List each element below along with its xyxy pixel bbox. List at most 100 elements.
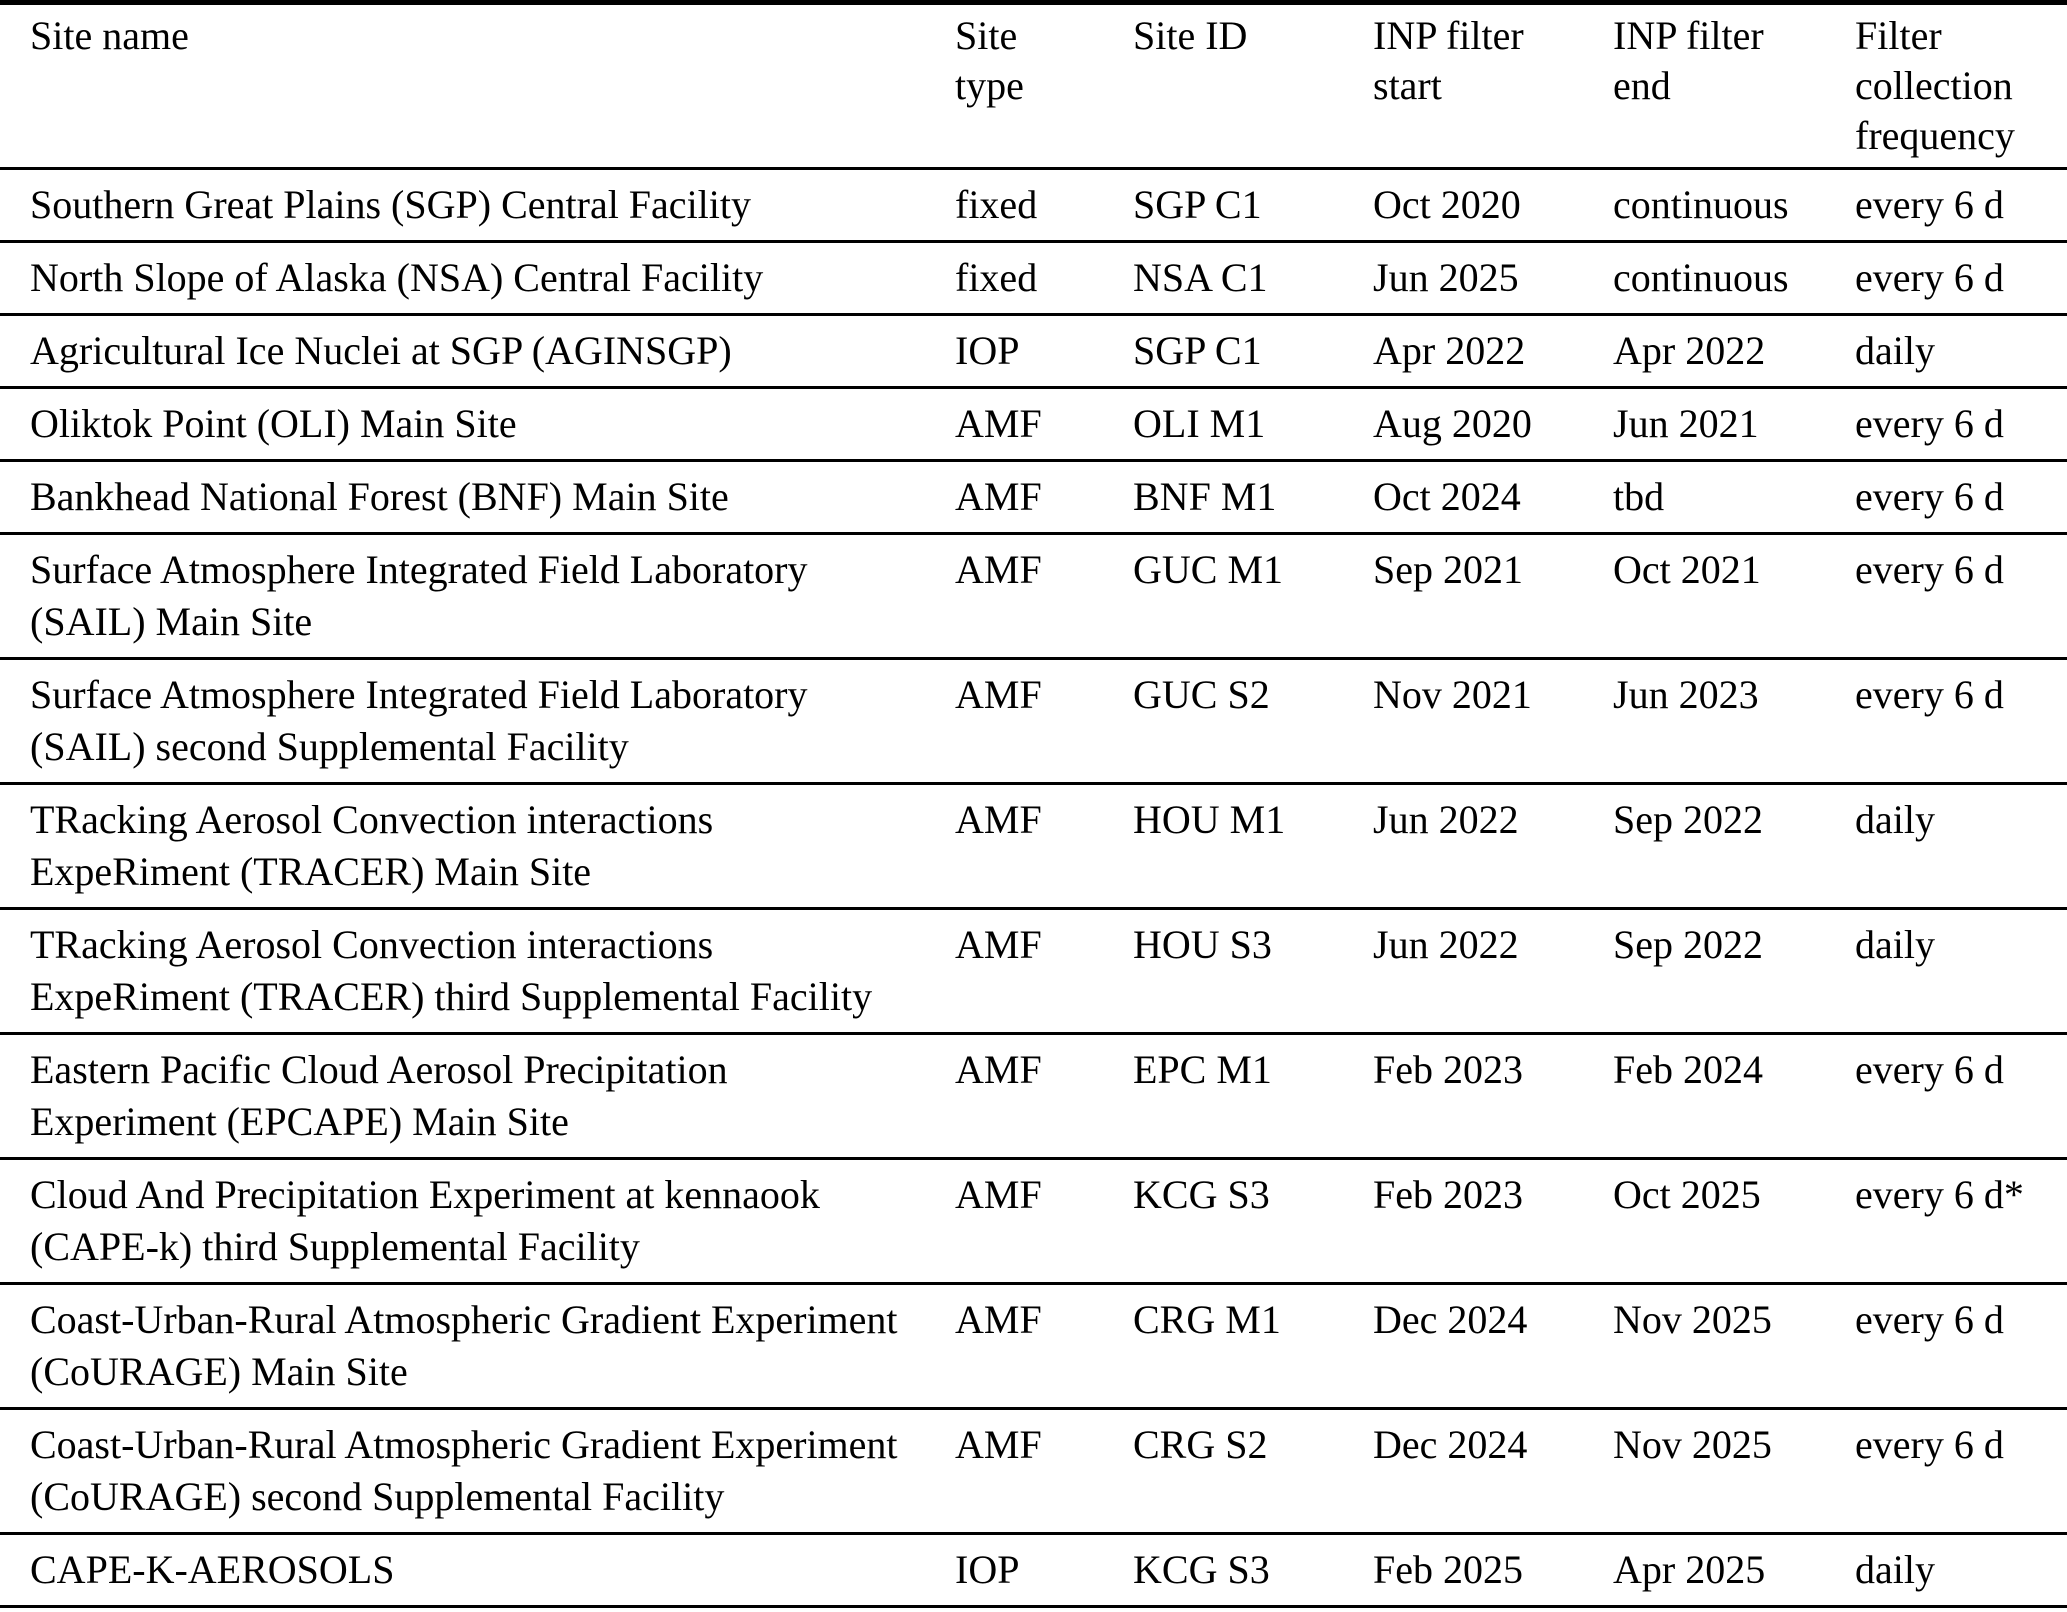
- cell-inp-filter-end: continuous: [1613, 241, 1855, 316]
- cell-inp-filter-start: Feb 2023: [1373, 1033, 1613, 1160]
- table-header: Site name Site type Site ID INP filter s…: [0, 0, 2067, 170]
- table-row: Coast-Urban-Rural Atmospheric Gradient E…: [0, 1408, 2067, 1535]
- cell-inp-filter-start: Dec 2024: [1373, 1408, 1613, 1535]
- cell-site-id: KCG S3: [1133, 1533, 1373, 1608]
- cell-inp-filter-end: continuous: [1613, 168, 1855, 243]
- cell-site-type: fixed: [955, 241, 1133, 316]
- cell-site-name: Surface Atmosphere Integrated Field Labo…: [0, 533, 955, 660]
- cell-filter-collection-frequency: every 6 d: [1855, 1283, 2067, 1410]
- cell-filter-collection-frequency: every 6 d: [1855, 387, 2067, 462]
- cell-inp-filter-start: Oct 2020: [1373, 168, 1613, 243]
- cell-site-type: IOP: [955, 314, 1133, 389]
- cell-site-id: NSA C1: [1133, 241, 1373, 316]
- table-row: Coast-Urban-Rural Atmospheric Gradient E…: [0, 1283, 2067, 1410]
- cell-site-type: AMF: [955, 1408, 1133, 1535]
- header-site-id: Site ID: [1133, 0, 1373, 170]
- cell-inp-filter-end: Sep 2022: [1613, 908, 1855, 1035]
- table-row: Agricultural Ice Nuclei at SGP (AGINSGP)…: [0, 314, 2067, 389]
- cell-inp-filter-end: Nov 2025: [1613, 1283, 1855, 1410]
- cell-site-id: CRG M1: [1133, 1283, 1373, 1410]
- table-row: Bankhead National Forest (BNF) Main Site…: [0, 460, 2067, 535]
- cell-filter-collection-frequency: every 6 d: [1855, 460, 2067, 535]
- cell-inp-filter-end: Oct 2021: [1613, 533, 1855, 660]
- cell-site-id: HOU M1: [1133, 783, 1373, 910]
- cell-site-id: GUC S2: [1133, 658, 1373, 785]
- table-row: Oliktok Point (OLI) Main Site AMF OLI M1 Au…: [0, 387, 2067, 462]
- header-filter-collection-frequency: Filter collection frequency: [1855, 0, 2067, 170]
- cell-site-type: AMF: [955, 658, 1133, 785]
- cell-filter-collection-frequency: every 6 d*: [1855, 1158, 2067, 1285]
- cell-inp-filter-start: Nov 2021: [1373, 658, 1613, 785]
- cell-filter-collection-frequency: daily: [1855, 783, 2067, 910]
- cell-inp-filter-start: Jun 2022: [1373, 908, 1613, 1035]
- cell-site-type: AMF: [955, 1158, 1133, 1285]
- header-site-name: Site name: [0, 0, 955, 170]
- table-row: TRacking Aerosol Convection interactions…: [0, 783, 2067, 910]
- header-site-type: Site type: [955, 0, 1133, 170]
- cell-site-type: AMF: [955, 908, 1133, 1035]
- cell-inp-filter-start: Apr 2022: [1373, 314, 1613, 389]
- cell-site-name: TRacking Aerosol Convection interactions…: [0, 783, 955, 910]
- cell-site-name: Eastern Pacific Cloud Aerosol Precipitat…: [0, 1033, 955, 1160]
- cell-inp-filter-start: Aug 2020: [1373, 387, 1613, 462]
- cell-site-name: Coast-Urban-Rural Atmospheric Gradient E…: [0, 1408, 955, 1535]
- table-row: Cloud And Precipitation Experiment at ke…: [0, 1158, 2067, 1285]
- cell-site-name: North Slope of Alaska (NSA) Central Faci…: [0, 241, 955, 316]
- table-row: Surface Atmosphere Integrated Field Labo…: [0, 658, 2067, 785]
- cell-inp-filter-start: Sep 2021: [1373, 533, 1613, 660]
- cell-site-name: Southern Great Plains (SGP) Central Faci…: [0, 168, 955, 243]
- cell-site-type: IOP: [955, 1533, 1133, 1608]
- cell-filter-collection-frequency: every 6 d: [1855, 1033, 2067, 1160]
- cell-site-id: CRG S2: [1133, 1408, 1373, 1535]
- cell-site-name: TRacking Aerosol Convection interactions…: [0, 908, 955, 1035]
- cell-site-name: Coast-Urban-Rural Atmospheric Gradient E…: [0, 1283, 955, 1410]
- cell-inp-filter-end: Oct 2025: [1613, 1158, 1855, 1285]
- cell-site-type: AMF: [955, 1033, 1133, 1160]
- cell-site-name: Bankhead National Forest (BNF) Main Site: [0, 460, 955, 535]
- table-row: Eastern Pacific Cloud Aerosol Precipitat…: [0, 1033, 2067, 1160]
- cell-site-id: SGP C1: [1133, 314, 1373, 389]
- cell-inp-filter-end: tbd: [1613, 460, 1855, 535]
- cell-inp-filter-start: Dec 2024: [1373, 1283, 1613, 1410]
- cell-inp-filter-end: Jun 2023: [1613, 658, 1855, 785]
- cell-filter-collection-frequency: daily: [1855, 1533, 2067, 1608]
- cell-site-id: EPC M1: [1133, 1033, 1373, 1160]
- cell-inp-filter-start: Oct 2024: [1373, 460, 1613, 535]
- table-row: CAPE-K-AEROSOLS IOP KCG S3 Feb 2025 Apr 2025…: [0, 1533, 2067, 1608]
- cell-inp-filter-end: Jun 2021: [1613, 387, 1855, 462]
- cell-site-name: Agricultural Ice Nuclei at SGP (AGINSGP): [0, 314, 955, 389]
- cell-site-name: CAPE-K-AEROSOLS: [0, 1533, 955, 1608]
- table-row: Southern Great Plains (SGP) Central Faci…: [0, 168, 2067, 243]
- cell-site-id: KCG S3: [1133, 1158, 1373, 1285]
- cell-inp-filter-start: Jun 2025: [1373, 241, 1613, 316]
- table-body: Southern Great Plains (SGP) Central Faci…: [0, 168, 2067, 1608]
- cell-filter-collection-frequency: every 6 d: [1855, 533, 2067, 660]
- cell-site-type: fixed: [955, 168, 1133, 243]
- cell-site-type: AMF: [955, 387, 1133, 462]
- cell-site-name: Surface Atmosphere Integrated Field Labo…: [0, 658, 955, 785]
- cell-site-id: GUC M1: [1133, 533, 1373, 660]
- cell-inp-filter-end: Sep 2022: [1613, 783, 1855, 910]
- cell-site-name: Cloud And Precipitation Experiment at ke…: [0, 1158, 955, 1285]
- cell-site-type: AMF: [955, 460, 1133, 535]
- cell-filter-collection-frequency: every 6 d: [1855, 1408, 2067, 1535]
- header-inp-filter-end: INP filter end: [1613, 0, 1855, 170]
- cell-inp-filter-end: Nov 2025: [1613, 1408, 1855, 1535]
- header-inp-filter-start: INP filter start: [1373, 0, 1613, 170]
- cell-site-id: OLI M1: [1133, 387, 1373, 462]
- table-row: TRacking Aerosol Convection interactions…: [0, 908, 2067, 1035]
- cell-filter-collection-frequency: every 6 d: [1855, 658, 2067, 785]
- cell-filter-collection-frequency: daily: [1855, 908, 2067, 1035]
- cell-site-id: HOU S3: [1133, 908, 1373, 1035]
- cell-filter-collection-frequency: every 6 d: [1855, 168, 2067, 243]
- cell-inp-filter-end: Apr 2022: [1613, 314, 1855, 389]
- table-row: North Slope of Alaska (NSA) Central Faci…: [0, 241, 2067, 316]
- cell-site-id: SGP C1: [1133, 168, 1373, 243]
- cell-inp-filter-end: Apr 2025: [1613, 1533, 1855, 1608]
- cell-site-id: BNF M1: [1133, 460, 1373, 535]
- cell-site-type: AMF: [955, 533, 1133, 660]
- cell-inp-filter-start: Feb 2023: [1373, 1158, 1613, 1285]
- cell-inp-filter-end: Feb 2024: [1613, 1033, 1855, 1160]
- table-row: Surface Atmosphere Integrated Field Labo…: [0, 533, 2067, 660]
